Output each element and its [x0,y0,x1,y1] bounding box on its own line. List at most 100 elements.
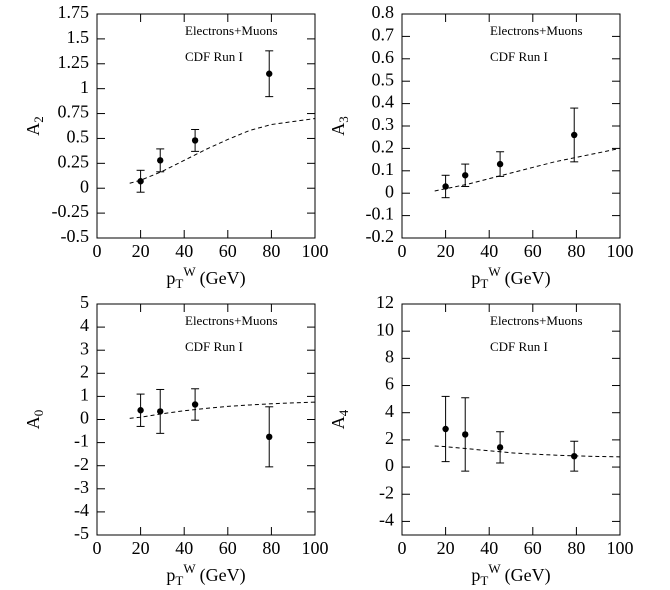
data-point [571,452,578,460]
plot-frame [96,13,316,239]
data-point [157,408,164,415]
x-axis-label: pTW (GeV) [166,264,245,291]
y-tick-label: 10 [376,319,394,339]
y-tick-label: 12 [376,292,394,312]
data-point [496,444,504,451]
x-tick-label: 40 [480,538,498,558]
y-tick-label: 0 [80,408,89,428]
y-tick-label: -0.1 [366,204,395,224]
x-tick-label: 20 [437,538,455,558]
y-axis-label: A3 [328,116,351,136]
y-tick-label: -0.2 [366,226,395,246]
y-label-main: A [328,123,348,136]
y-label-sub: 3 [336,116,351,123]
x-tick-label: 100 [607,241,634,261]
x-label-sub: T [480,573,488,588]
y-tick-label: 2 [385,428,394,448]
x-label-unit: (GeV) [505,565,551,586]
annotation: CDF Run I [490,339,548,354]
data-point [137,407,144,414]
theory-curve [129,401,316,419]
x-label-sup: W [183,264,196,279]
x-tick-label: 100 [607,538,634,558]
y-tick-label: -0.5 [61,226,90,246]
y-tick-label: 1.5 [67,27,90,47]
plot-frame [401,303,621,536]
y-tick-label: 8 [385,346,394,366]
annotation: CDF Run I [490,49,548,64]
y-label-sub: 4 [336,409,351,416]
annotation: Electrons+Muons [185,23,278,38]
x-tick-label: 80 [567,538,585,558]
y-tick-label: 0.25 [58,151,90,171]
x-axis-label: pTW (GeV) [166,561,245,588]
y-tick-label: 1.25 [58,52,90,72]
y-tick-label: 0.5 [372,69,395,89]
y-tick-label: 1 [80,385,89,405]
x-label-sub: T [480,276,488,291]
y-tick-label: 3 [80,338,89,358]
x-label-sub: T [175,276,183,291]
x-tick-label: 60 [524,538,542,558]
data-point [496,160,504,168]
x-label-sup: W [488,561,501,576]
x-tick-label: 0 [93,241,102,261]
x-tick-label: 0 [398,241,407,261]
y-tick-label: 0 [385,181,394,201]
y-tick-label: -3 [74,477,89,497]
theory-curve [434,445,621,458]
x-label-sub: T [175,573,183,588]
y-label-main: A [23,123,43,136]
plot-frame [401,13,621,239]
x-label-unit: (GeV) [200,565,246,586]
x-tick-label: 20 [437,241,455,261]
x-tick-label: 60 [524,241,542,261]
y-axis-label: A0 [23,410,46,430]
x-axis-label: pTW (GeV) [471,264,550,291]
y-label-main: A [328,416,348,429]
x-tick-label: 60 [219,538,237,558]
y-tick-label: 0.5 [67,127,90,147]
x-tick-label: 40 [175,538,193,558]
y-tick-label: 0.8 [372,2,395,22]
x-tick-label: 0 [398,538,407,558]
y-tick-label: 2 [80,361,89,381]
data-point [442,425,449,433]
x-label-unit: (GeV) [200,268,246,289]
data-point [266,433,273,441]
x-label-sup: W [488,264,501,279]
y-axis-label: A2 [23,116,46,136]
x-tick-label: 40 [175,241,193,261]
annotation: Electrons+Muons [185,313,278,328]
x-label-main: p [471,268,480,288]
data-point [191,401,199,408]
data-point [191,137,199,144]
x-tick-label: 80 [567,241,585,261]
y-tick-label: 4 [385,401,394,421]
data-point [462,431,469,438]
x-label-main: p [166,565,175,585]
y-tick-label: 1.75 [58,2,90,22]
theory-curve [129,118,316,184]
data-point [266,70,273,77]
y-tick-label: 0 [385,455,394,475]
data-point [571,131,578,139]
annotation: Electrons+Muons [490,313,583,328]
y-tick-label: 1 [80,77,89,97]
y-tick-label: 5 [80,292,89,312]
y-tick-label: -4 [74,500,89,520]
x-label-main: p [471,565,480,585]
data-point [462,172,469,179]
y-tick-label: -0.25 [52,201,90,221]
annotation: CDF Run I [185,339,243,354]
y-tick-label: 6 [385,374,394,394]
x-axis-label: pTW (GeV) [471,561,550,588]
y-tick-label: -2 [379,482,394,502]
y-label-sub: 2 [31,116,46,123]
data-point [442,183,449,190]
annotation: CDF Run I [185,49,243,64]
x-tick-label: 60 [219,241,237,261]
annotation: Electrons+Muons [490,23,583,38]
x-label-main: p [166,268,175,288]
